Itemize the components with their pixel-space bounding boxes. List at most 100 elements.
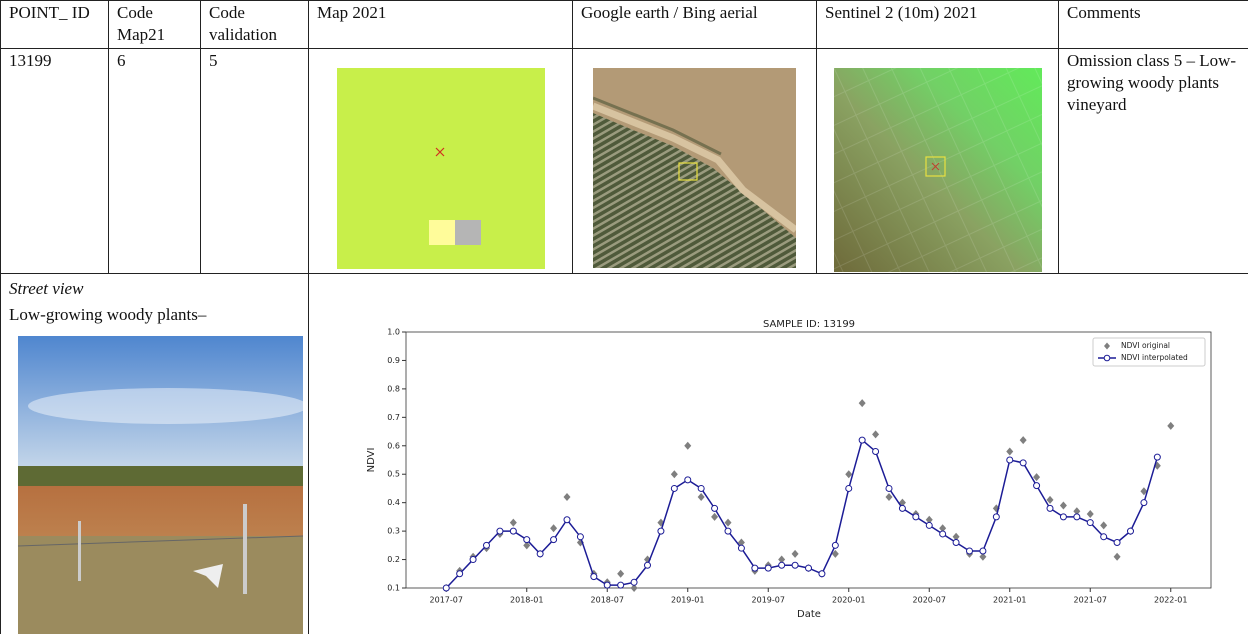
y-tick-label: 0.9 xyxy=(387,356,400,365)
x-tick-label: 2020-01 xyxy=(832,596,865,605)
data-point xyxy=(1046,504,1054,512)
data-point xyxy=(737,538,745,547)
data-point xyxy=(1113,538,1121,546)
data-point xyxy=(831,549,839,558)
data-point xyxy=(1019,459,1027,467)
legend-label: NDVI original xyxy=(1121,341,1170,350)
data-point xyxy=(872,447,880,455)
data-point xyxy=(630,584,638,592)
legend-label: NDVI interpolated xyxy=(1121,353,1188,362)
data-point xyxy=(805,564,812,572)
data-point xyxy=(858,399,866,408)
data-point xyxy=(617,581,625,589)
header-cell: Code validation xyxy=(200,0,309,49)
data-point xyxy=(469,556,477,564)
street-view-title: Street view xyxy=(9,279,84,298)
y-tick-label: 0.7 xyxy=(387,413,400,422)
data-point xyxy=(1100,533,1108,541)
data-point xyxy=(872,430,880,439)
data-point xyxy=(1153,453,1161,461)
legend-marker xyxy=(1104,342,1110,350)
data-point xyxy=(952,532,960,541)
y-axis-label: NDVI xyxy=(366,448,377,473)
aerial-image xyxy=(593,68,796,268)
data-point xyxy=(952,538,960,546)
data-point xyxy=(1140,499,1148,507)
x-tick-label: 2021-01 xyxy=(993,596,1026,605)
aerial-cell xyxy=(572,48,817,274)
data-point xyxy=(644,561,651,569)
data-point xyxy=(523,541,531,550)
data-point xyxy=(939,530,947,538)
header-cell: Comments xyxy=(1058,0,1248,49)
data-point xyxy=(885,492,893,501)
data-point xyxy=(818,570,826,578)
data-point xyxy=(1006,447,1014,456)
data-point xyxy=(697,492,705,501)
data-point xyxy=(590,573,598,581)
data-point xyxy=(751,564,759,572)
header-cell: Code Map21 xyxy=(108,0,201,49)
data-point xyxy=(576,533,584,541)
data-row: 13199 6 5 Omission class 5 – Low-growing… xyxy=(0,48,1248,274)
data-point xyxy=(1086,519,1094,527)
map-cell xyxy=(308,48,573,274)
street-view-photo xyxy=(18,336,303,634)
code-map: 6 xyxy=(108,48,201,274)
data-point xyxy=(845,470,853,479)
data-point xyxy=(563,516,571,524)
map-image xyxy=(336,68,545,269)
x-tick-label: 2018-01 xyxy=(510,596,543,605)
y-tick-label: 0.8 xyxy=(387,384,400,393)
data-point xyxy=(845,484,853,492)
chart-cell: SAMPLE ID: 13199 Date NDVI 0.1 0.2 0.3 0.4 0… xyxy=(308,273,1248,634)
data-point xyxy=(939,524,947,533)
x-tick-label: 2021-07 xyxy=(1074,596,1107,605)
data-point xyxy=(711,512,719,521)
data-point xyxy=(791,549,799,558)
data-point xyxy=(670,484,678,492)
street-view-cell: Street view Low-growing woody plants– xyxy=(0,273,309,634)
sentinel-image xyxy=(833,68,1042,272)
x-tick-label: 2022-01 xyxy=(1154,596,1187,605)
data-point xyxy=(1086,510,1094,519)
data-point xyxy=(724,518,732,527)
header-cell: POINT_ ID xyxy=(0,0,109,49)
legend: NDVI original NDVI interpolated xyxy=(1092,337,1206,367)
street-view-caption: Low-growing woody plants– xyxy=(9,305,207,324)
data-point xyxy=(1033,473,1041,482)
data-point xyxy=(617,569,625,578)
chart-title: SAMPLE ID: 13199 xyxy=(763,319,855,330)
data-point xyxy=(778,555,786,564)
data-point xyxy=(898,504,906,512)
y-tick-label: 0.6 xyxy=(387,441,400,450)
data-point xyxy=(1153,461,1161,470)
data-point xyxy=(1127,527,1134,535)
point-id: 13199 xyxy=(0,48,109,274)
detail-row: Street view Low-growing woody plants– SA… xyxy=(0,273,1248,634)
header-cell: Google earth / Bing aerial xyxy=(572,0,817,49)
data-point xyxy=(737,544,745,552)
header-row: POINT_ ID Code Map21 Code validation Map… xyxy=(0,0,1248,49)
data-point xyxy=(536,550,544,558)
y-tick-label: 0.3 xyxy=(387,527,400,536)
data-point xyxy=(684,441,692,450)
data-point xyxy=(791,561,799,569)
data-point xyxy=(764,564,772,572)
data-point xyxy=(831,541,839,549)
y-tick-label: 0.5 xyxy=(387,470,400,479)
data-point xyxy=(1100,521,1108,530)
data-point xyxy=(711,504,719,512)
legend-box xyxy=(1092,337,1206,367)
data-point xyxy=(442,584,450,592)
data-point xyxy=(1046,495,1054,504)
data-point xyxy=(778,561,786,569)
data-point xyxy=(1059,513,1067,521)
header-cell: Sentinel 2 (10m) 2021 xyxy=(816,0,1059,49)
data-point xyxy=(1073,507,1081,516)
data-point xyxy=(885,484,893,492)
data-point xyxy=(966,547,973,555)
data-point xyxy=(670,470,678,479)
data-point xyxy=(992,513,1000,521)
x-tick-label: 2017-07 xyxy=(430,596,463,605)
